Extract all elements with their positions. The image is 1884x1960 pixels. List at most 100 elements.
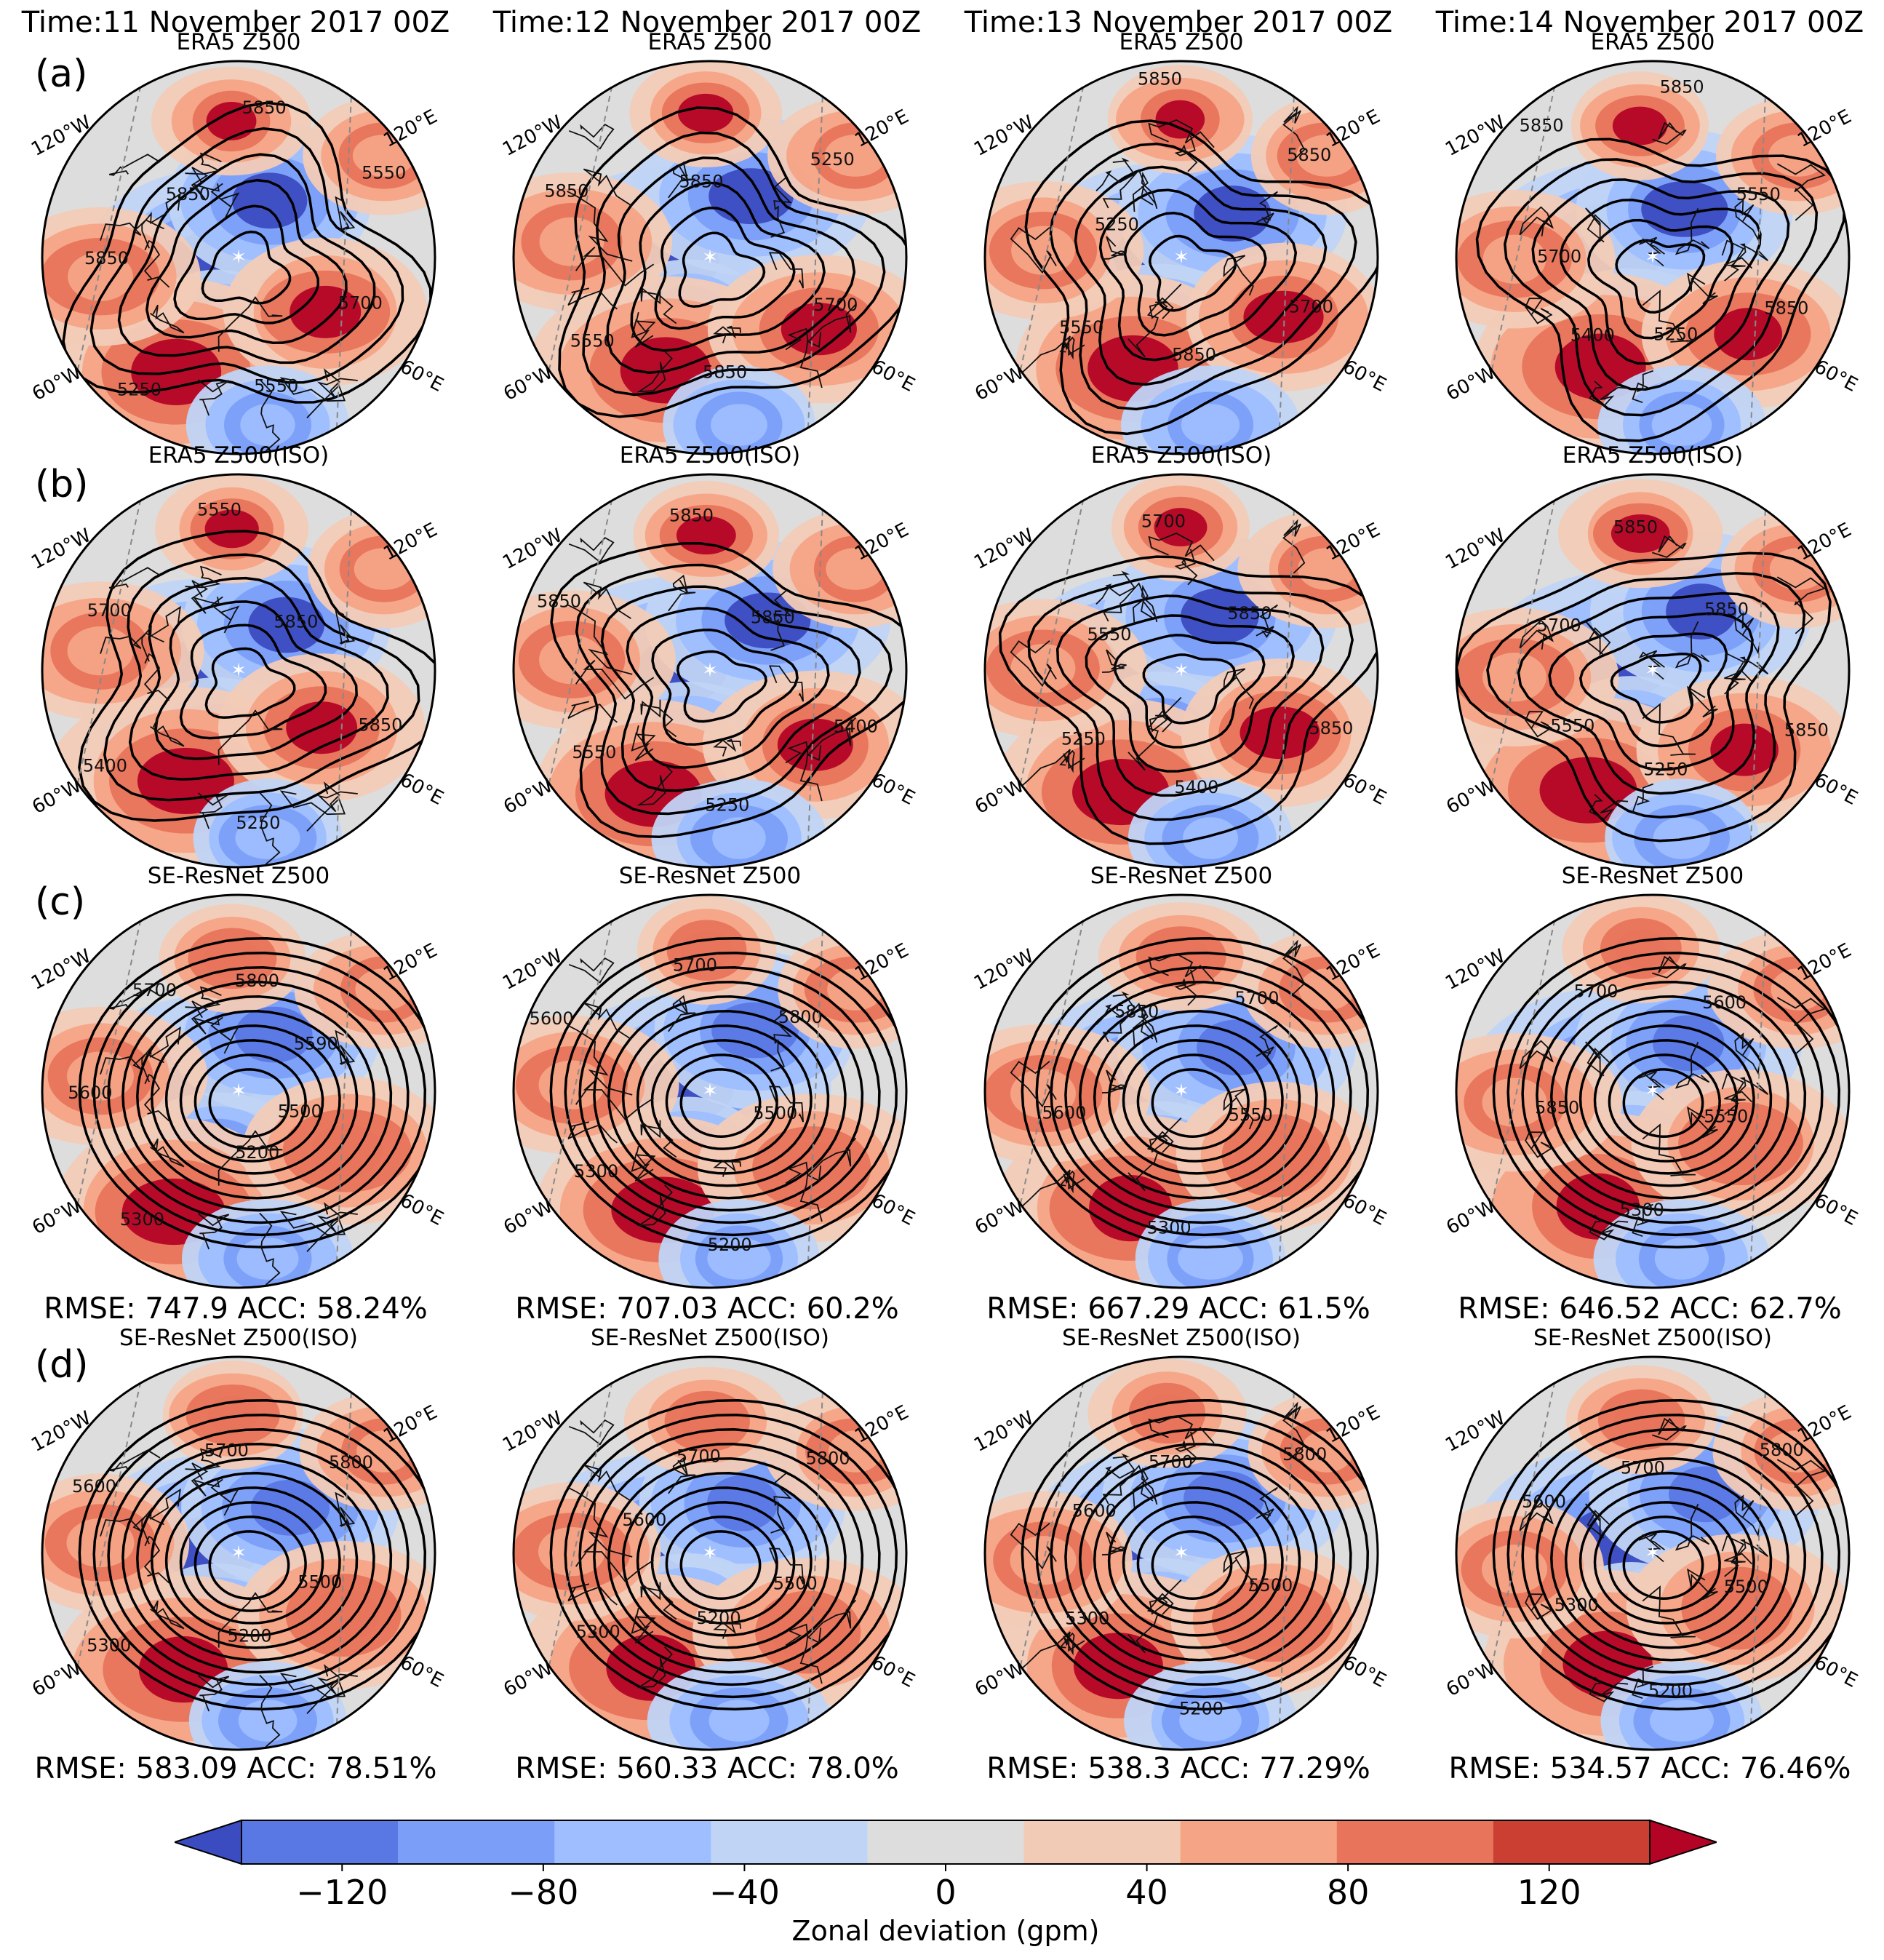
anomaly-field: ✶ 5500 5200 5300 5600 5700 5800 xyxy=(1456,1357,1849,1750)
north-pole-marker: ✶ xyxy=(702,247,718,268)
height-contour xyxy=(1136,1515,1250,1612)
contour-label: 5600 xyxy=(1702,992,1747,1013)
longitude-label-sw: 60°W xyxy=(1443,1657,1499,1701)
height-contour xyxy=(575,563,893,816)
panel-title: ERA5 Z500 xyxy=(647,29,773,55)
height-contour xyxy=(1151,1068,1233,1138)
height-contour xyxy=(1148,234,1237,312)
longitude-label-se: 60°E xyxy=(396,356,447,397)
contour-label: 5600 xyxy=(622,1510,666,1530)
column-time-1: Time:11 November 2017 00Z xyxy=(21,6,450,39)
longitude-label-se: 60°E xyxy=(1811,1652,1861,1692)
height-contour xyxy=(92,1413,427,1699)
height-contour xyxy=(679,1068,762,1138)
longitude-label-se: 60°E xyxy=(396,1190,447,1230)
contour-label: 5250 xyxy=(236,813,280,833)
height-contour xyxy=(1035,951,1370,1237)
height-contour xyxy=(1517,591,1780,795)
colorbar-tick-label: 40 xyxy=(1125,1873,1168,1912)
height-contour xyxy=(1492,936,1849,1249)
contour-label: 5700 xyxy=(676,1446,721,1467)
height-contour xyxy=(1049,142,1357,411)
height-contour xyxy=(630,181,826,352)
height-contour xyxy=(1035,1413,1370,1699)
panel-title: SE-ResNet Z500(ISO) xyxy=(119,1325,358,1351)
height-contour xyxy=(150,1472,359,1649)
height-contour xyxy=(1122,1039,1267,1163)
contour-label: 5850 xyxy=(166,184,210,204)
contour-label: 5500 xyxy=(1248,1575,1293,1596)
height-contour xyxy=(1114,634,1266,749)
height-contour xyxy=(636,1024,813,1175)
height-contour xyxy=(136,995,375,1200)
longitude-label-sw: 60°W xyxy=(972,362,1028,405)
contour-label: 5850 xyxy=(1287,145,1331,165)
height-contour xyxy=(1050,1428,1352,1686)
stats-c-4: RMSE: 646.52 ACC: 62.7% xyxy=(1458,1292,1842,1326)
anomaly-field: ✶ 5850 5250 5400 5700 5850 5850 5550 xyxy=(1456,61,1849,454)
height-contour xyxy=(1492,1398,1849,1711)
height-contour xyxy=(1504,158,1819,417)
height-contour xyxy=(208,1068,290,1138)
height-contour xyxy=(204,647,296,720)
height-contour xyxy=(678,231,766,308)
contour-label: 5250 xyxy=(1653,324,1698,344)
row-label-a: (a) xyxy=(35,52,88,96)
stats-d-4: RMSE: 534.57 ACC: 76.46% xyxy=(1448,1752,1851,1785)
height-contour xyxy=(1021,1398,1378,1711)
contour-label: 5850 xyxy=(1227,603,1272,624)
height-contour xyxy=(103,553,420,802)
north-pole-marker: ✶ xyxy=(1173,660,1189,682)
stats-d-1: RMSE: 583.09 ACC: 78.51% xyxy=(34,1752,437,1785)
height-contour xyxy=(201,230,292,305)
contour-label: 5200 xyxy=(235,1142,279,1163)
contour-label: 5850 xyxy=(1704,599,1749,619)
longitude-label-ne: 120°E xyxy=(851,939,912,986)
contour-label: 5550 xyxy=(572,742,616,762)
contour-label: 5200 xyxy=(228,1625,272,1646)
height-contour xyxy=(1122,1501,1267,1625)
height-contour xyxy=(1506,951,1841,1237)
height-contour xyxy=(549,1398,906,1711)
anomaly-field: ✶ 5550 5300 5850 5700 5600 xyxy=(1456,895,1849,1288)
height-contour xyxy=(1123,212,1267,337)
anomaly-field: ✶ 5500 5200 5300 5600 5700 5800 xyxy=(42,1357,435,1750)
longitude-label-ne: 120°E xyxy=(380,105,441,152)
north-pole-marker: ✶ xyxy=(231,1542,247,1564)
contour-label: 5850 xyxy=(679,171,723,191)
height-contour xyxy=(564,1413,898,1699)
contour-label: 5550 xyxy=(254,375,298,396)
height-contour xyxy=(1093,1472,1301,1649)
height-contour xyxy=(1531,178,1790,391)
height-contour xyxy=(1107,1024,1284,1175)
anomaly-field: ✶ 5850 5250 5550 5700 5850 5850 xyxy=(1456,474,1849,867)
colorbar-segment xyxy=(398,1820,555,1864)
north-pole-marker: ✶ xyxy=(702,1080,718,1102)
contour-label: 5800 xyxy=(1760,1440,1804,1460)
panel-title: ERA5 Z500 xyxy=(1119,29,1244,55)
longitude-label-ne: 120°E xyxy=(1322,105,1384,152)
contour-label: 5590 xyxy=(294,1033,338,1053)
contour-label: 5700 xyxy=(87,600,132,621)
colorbar-segment xyxy=(242,1820,399,1864)
stats-d-2: RMSE: 560.33 ACC: 78.0% xyxy=(515,1752,899,1785)
longitude-label-sw: 60°W xyxy=(1443,362,1499,405)
height-contour xyxy=(1024,119,1378,436)
panel-title: SE-ResNet Z500(ISO) xyxy=(1062,1325,1301,1351)
height-contour xyxy=(1050,966,1352,1224)
north-pole-marker: ✶ xyxy=(1645,1542,1661,1564)
contour-label: 5550 xyxy=(570,330,615,351)
longitude-label-se: 60°E xyxy=(1339,769,1389,810)
contour-label: 5700 xyxy=(1289,296,1333,316)
longitude-label-sw: 60°W xyxy=(29,362,85,405)
height-contour xyxy=(1559,199,1762,365)
longitude-label-se: 60°E xyxy=(396,1652,447,1692)
colorbar-segment xyxy=(1023,1820,1181,1864)
colorbar-extend-min xyxy=(175,1819,242,1865)
longitude-label-ne: 120°E xyxy=(851,105,912,152)
longitude-label-ne: 120°E xyxy=(1794,519,1855,565)
longitude-label-ne: 120°E xyxy=(380,1401,441,1448)
north-pole-marker: ✶ xyxy=(1173,247,1189,268)
height-contour xyxy=(1548,612,1754,771)
